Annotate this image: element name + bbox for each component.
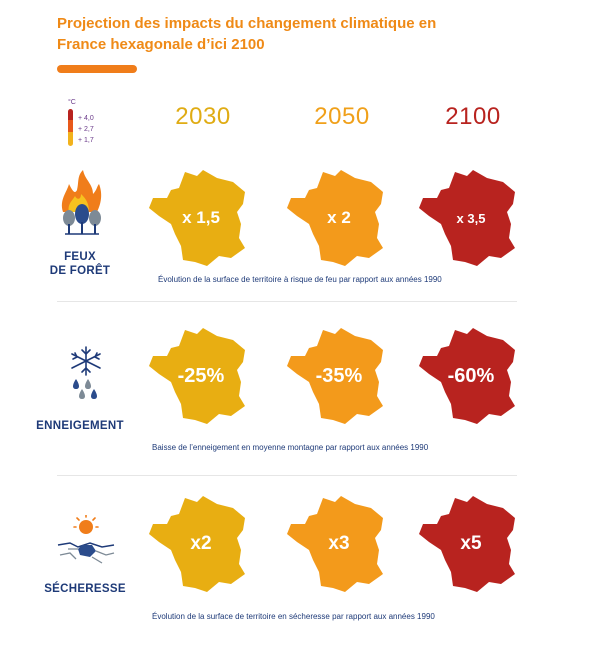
map-value: x 2: [327, 208, 351, 227]
caption-feux: Évolution de la surface de territoire à …: [158, 275, 442, 284]
caption-enneigement: Baisse de l’enneigement en moyenne monta…: [152, 443, 429, 452]
legend-item-high: + 4,0: [78, 115, 94, 122]
map-2050-feux: x 2: [283, 168, 395, 268]
category-label-secheresse: SÉCHERESSE: [44, 583, 126, 595]
year-2030: 2030: [175, 103, 231, 130]
map-value: x 1,5: [182, 208, 220, 227]
map-2050-enneigement: -35%: [283, 326, 395, 426]
category-label-feux: FEUX DE FORÊT: [40, 250, 120, 278]
map-2100-feux: x 3,5: [415, 168, 527, 268]
map-value: x5: [460, 533, 482, 554]
year-2100: 2100: [445, 103, 501, 130]
title-underline: [57, 65, 137, 73]
caption-secheresse: Évolution de la surface de territoire en…: [152, 612, 435, 621]
legend-color-bar: [68, 109, 73, 146]
map-value: -25%: [177, 364, 225, 387]
snowflake-icon: [62, 345, 110, 405]
map-value: x 3,5: [456, 210, 486, 226]
legend-item-low: + 1,7: [78, 137, 94, 144]
map-value: x2: [190, 533, 212, 554]
row-divider: [57, 475, 517, 476]
map-value: x3: [328, 533, 350, 554]
map-2030-secheresse: x2: [145, 494, 257, 594]
legend-unit: °C: [68, 99, 76, 106]
drought-icon: [56, 514, 116, 571]
category-label-line2: DE FORÊT: [49, 265, 111, 277]
year-2050: 2050: [314, 103, 370, 130]
row-divider: [57, 301, 517, 302]
temperature-legend: °C + 4,0 + 2,7 + 1,7: [64, 99, 124, 149]
map-2050-secheresse: x3: [283, 494, 395, 594]
category-label-enneigement: ENNEIGEMENT: [36, 420, 124, 432]
map-2100-secheresse: x5: [415, 494, 527, 594]
map-2030-enneigement: -25%: [145, 326, 257, 426]
map-2030-feux: x 1,5: [145, 168, 257, 268]
map-2100-enneigement: -60%: [415, 326, 527, 426]
forest-fire-icon: [55, 170, 105, 240]
legend-item-mid: + 2,7: [78, 126, 94, 133]
category-label-line1: FEUX: [64, 251, 96, 263]
map-value: -60%: [447, 364, 495, 387]
map-value: -35%: [315, 364, 363, 387]
page-title: Projection des impacts du changement cli…: [57, 15, 437, 53]
